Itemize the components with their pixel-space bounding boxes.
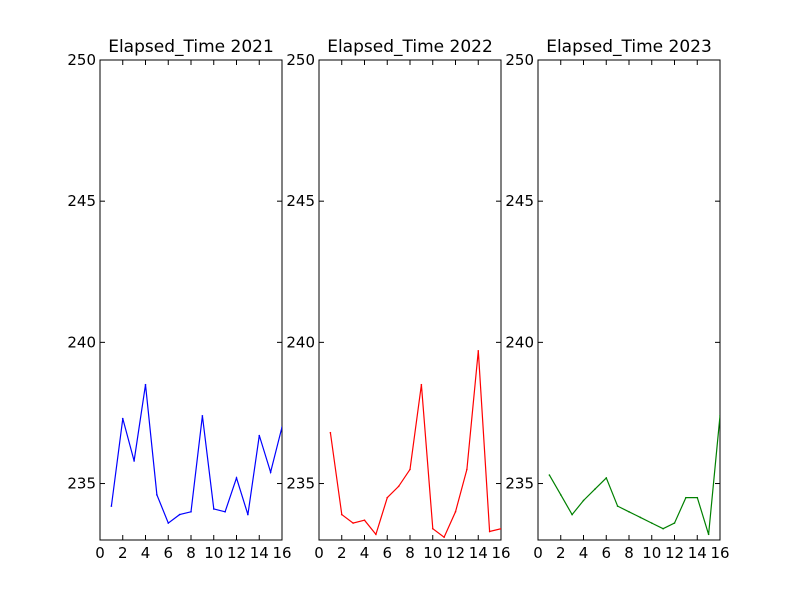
data-point	[650, 522, 653, 524]
chart-title: Elapsed_Time 2022	[327, 37, 493, 57]
data-point	[363, 519, 366, 522]
data-point	[548, 474, 551, 476]
x-tick-label: 10	[423, 544, 442, 562]
y-tick-label: 250	[67, 51, 96, 69]
data-point	[685, 496, 687, 499]
x-tick-label: 14	[250, 544, 269, 562]
x-tick-label: 12	[446, 544, 465, 562]
data-point	[190, 510, 192, 513]
data-point	[133, 460, 135, 462]
series-line	[110, 384, 282, 525]
x-tick-label: 8	[405, 544, 415, 562]
data-point	[454, 510, 457, 513]
x-tick-label: 2	[556, 544, 566, 562]
data-point	[696, 496, 699, 499]
data-point	[247, 513, 249, 516]
data-point	[224, 510, 226, 513]
data-point	[178, 513, 181, 516]
chart-panel-2: 0 2 4 6 8 10 12 14 16 235 240 245 250 Elapsed_Time 20…	[286, 37, 510, 562]
x-tick-label: 6	[382, 544, 392, 562]
data-point	[431, 527, 434, 530]
y-tick-label: 240	[67, 333, 96, 351]
y-tick-label: 240	[286, 333, 315, 351]
y-tick-label: 250	[505, 51, 534, 69]
series-line	[548, 415, 720, 535]
data-point	[258, 434, 261, 437]
chart-title: Elapsed_Time 2023	[546, 37, 712, 57]
series-line	[329, 350, 501, 539]
data-point	[167, 522, 170, 524]
x-tick-label: 4	[579, 544, 589, 562]
y-tick-label: 245	[286, 192, 315, 210]
data-point	[466, 468, 468, 471]
x-tick-label: 0	[314, 544, 324, 562]
data-point	[281, 426, 282, 428]
chart-panel-1: 0 2 4 6 8 10 12 14 16 235 240 245 250 Elapsed_Time 20…	[67, 37, 291, 562]
data-point	[386, 496, 389, 499]
data-point	[662, 527, 664, 530]
chart-panel-3: 0 2 4 6 8 10 12 14 16 235 240 245 250 Elapsed_Time 20…	[505, 37, 729, 562]
data-point	[201, 414, 204, 417]
y-tick-label: 245	[505, 192, 534, 210]
x-tick-label: 2	[337, 544, 347, 562]
x-tick-label: 6	[163, 544, 173, 562]
data-point	[673, 522, 676, 524]
data-point	[443, 536, 445, 538]
chart-title: Elapsed_Time 2021	[108, 37, 274, 57]
x-tick-label: 0	[533, 544, 543, 562]
data-point	[616, 505, 619, 507]
data-point	[488, 530, 491, 533]
x-tick-label: 14	[688, 544, 707, 562]
data-point	[144, 383, 147, 386]
x-tick-label: 8	[186, 544, 196, 562]
x-tick-label: 10	[204, 544, 223, 562]
plot-frame	[537, 59, 721, 541]
x-tick-label: 12	[227, 544, 246, 562]
x-tick-label: 4	[360, 544, 370, 562]
data-point	[628, 510, 630, 513]
x-tick-label: 10	[642, 544, 661, 562]
data-point	[269, 471, 272, 474]
data-point	[707, 533, 710, 536]
y-tick-label: 235	[505, 475, 534, 493]
data-point	[559, 494, 562, 496]
y-tick-label: 250	[286, 51, 315, 69]
x-tick-label: 16	[491, 544, 510, 562]
data-point	[594, 488, 596, 490]
data-point	[477, 350, 480, 352]
data-point	[639, 516, 642, 519]
x-tick-label: 16	[272, 544, 291, 562]
y-tick-label: 240	[505, 333, 534, 351]
data-point	[420, 383, 423, 386]
x-tick-label: 0	[95, 544, 105, 562]
data-point	[397, 485, 400, 488]
data-point	[605, 477, 608, 479]
data-point	[571, 513, 573, 516]
data-point	[582, 499, 585, 502]
x-tick-label: 12	[665, 544, 684, 562]
x-tick-label: 4	[141, 544, 151, 562]
data-point	[340, 513, 343, 516]
x-tick-label: 16	[710, 544, 729, 562]
data-point	[719, 414, 720, 417]
y-tick-label: 245	[67, 192, 96, 210]
y-tick-label: 235	[67, 475, 96, 493]
data-point	[235, 477, 238, 479]
data-point	[110, 505, 113, 507]
data-point	[375, 533, 377, 536]
x-tick-label: 8	[624, 544, 634, 562]
data-point	[212, 508, 215, 510]
y-tick-label: 235	[286, 475, 315, 493]
x-tick-label: 2	[118, 544, 128, 562]
data-point	[121, 417, 124, 420]
data-point	[156, 494, 158, 496]
data-point	[329, 431, 332, 434]
data-point	[352, 522, 354, 524]
data-point	[409, 468, 411, 471]
x-tick-label: 14	[469, 544, 488, 562]
x-tick-label: 6	[601, 544, 611, 562]
data-point	[500, 527, 501, 530]
